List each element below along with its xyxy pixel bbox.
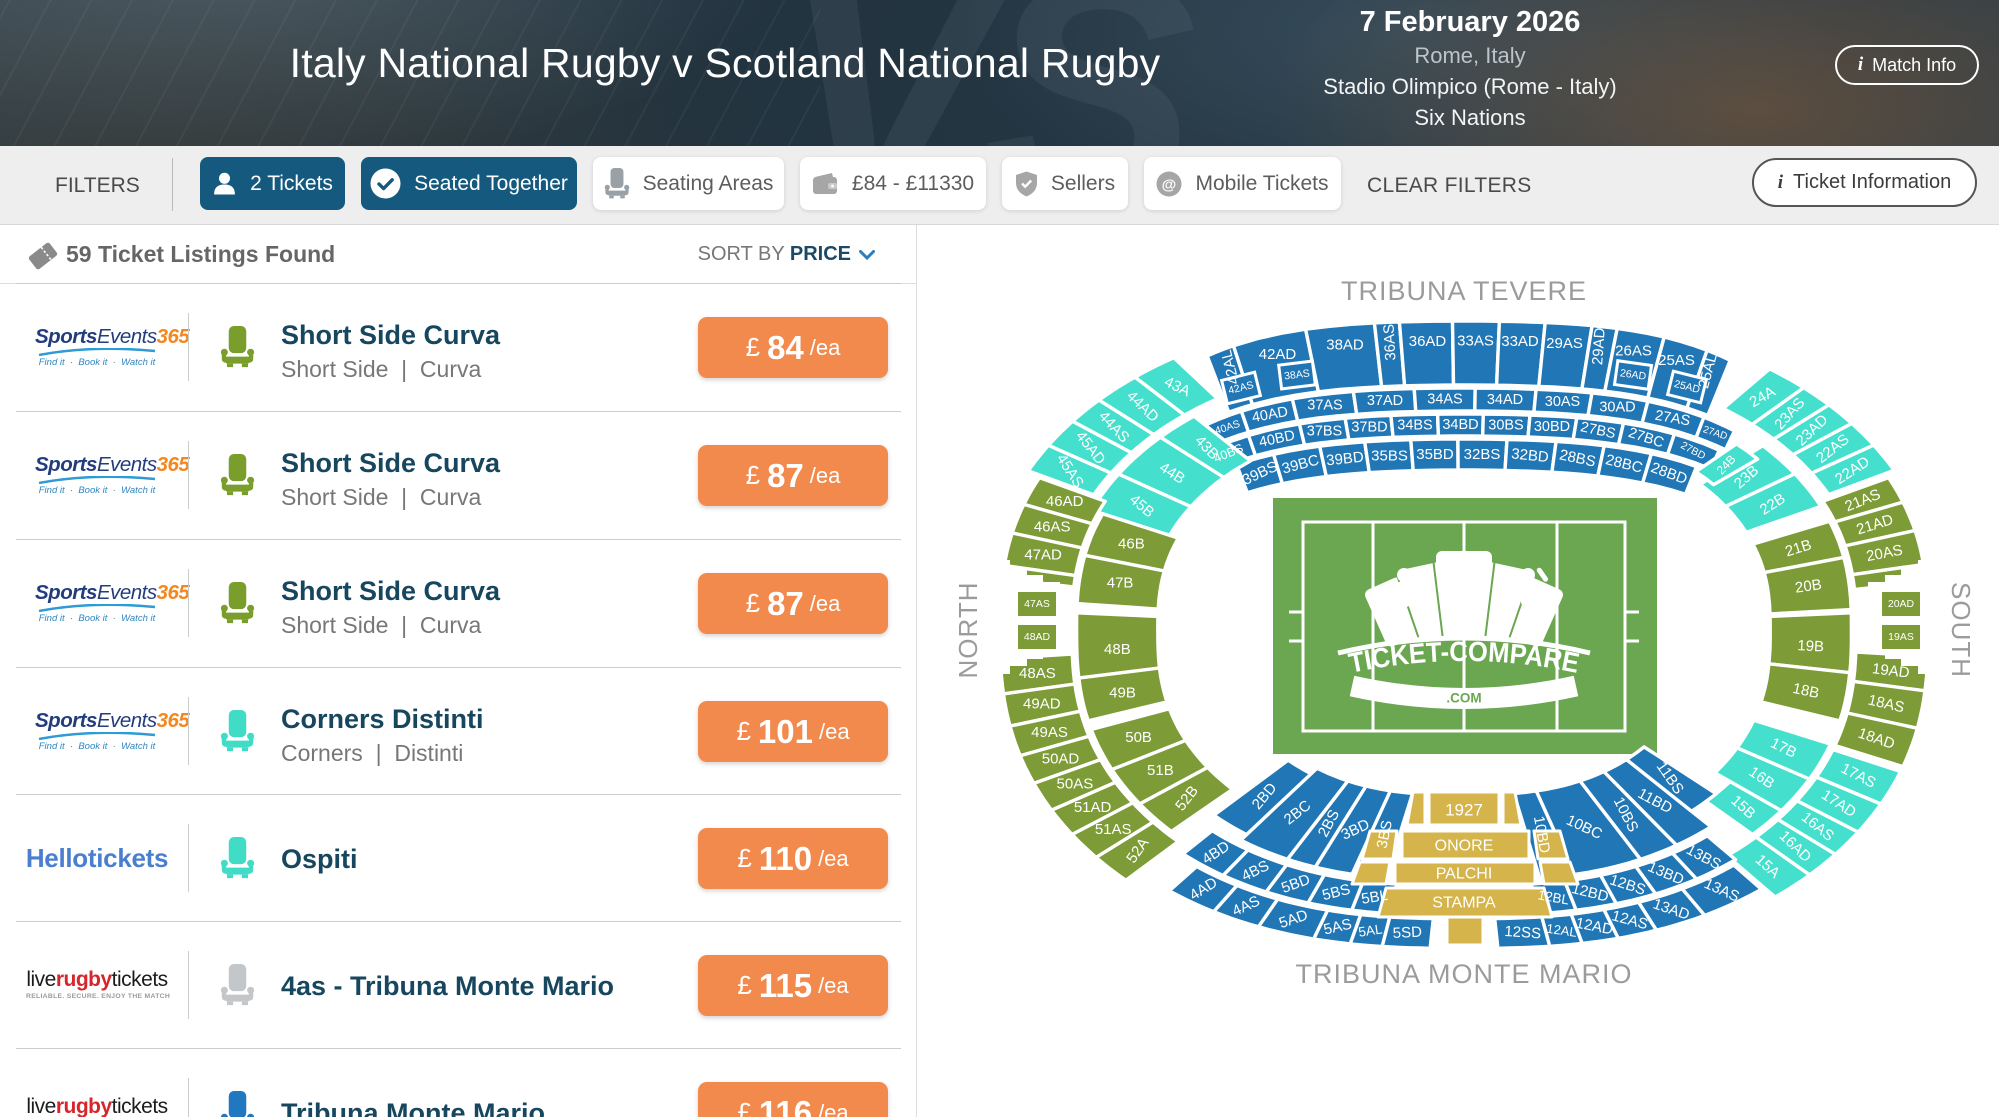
svg-text:19AD: 19AD	[1871, 660, 1910, 681]
svg-text:PALCHI: PALCHI	[1436, 866, 1493, 883]
svg-text:5AS: 5AS	[1322, 916, 1353, 939]
svg-text:33AS: 33AS	[1457, 333, 1494, 350]
svg-text:19AS: 19AS	[1888, 631, 1914, 643]
svg-text:NORTH: NORTH	[953, 582, 983, 679]
svg-text:5BL: 5BL	[1360, 887, 1389, 908]
svg-text:30BS: 30BS	[1488, 417, 1523, 433]
svg-text:37AS: 37AS	[1307, 398, 1342, 414]
svg-text:5SD: 5SD	[1392, 924, 1422, 943]
svg-text:50AD: 50AD	[1042, 751, 1080, 768]
svg-text:48B: 48B	[1104, 641, 1131, 658]
svg-text:27BS: 27BS	[1579, 419, 1617, 442]
svg-text:25AS: 25AS	[1658, 352, 1695, 369]
svg-text:48AS: 48AS	[1019, 665, 1056, 682]
svg-text:1927: 1927	[1445, 801, 1483, 820]
svg-text:34AS: 34AS	[1427, 392, 1462, 408]
svg-text:35BD: 35BD	[1416, 446, 1454, 463]
svg-text:19B: 19B	[1797, 637, 1825, 655]
svg-text:37BD: 37BD	[1351, 420, 1387, 436]
svg-text:30BD: 30BD	[1534, 419, 1570, 435]
svg-text:40AD: 40AD	[1251, 404, 1290, 426]
svg-text:@: @	[1162, 176, 1177, 193]
svg-text:26AS: 26AS	[1615, 343, 1652, 360]
svg-text:TRIBUNA MONTE MARIO: TRIBUNA MONTE MARIO	[1295, 959, 1632, 989]
svg-text:47AD: 47AD	[1024, 547, 1062, 564]
svg-text:36AS: 36AS	[1381, 324, 1400, 362]
svg-text:38AD: 38AD	[1326, 336, 1364, 353]
svg-text:51B: 51B	[1147, 762, 1174, 779]
svg-text:47B: 47B	[1107, 575, 1134, 592]
svg-text:35BS: 35BS	[1371, 448, 1408, 465]
svg-text:10BD: 10BD	[1530, 815, 1553, 855]
svg-text:32BS: 32BS	[1464, 446, 1501, 463]
svg-text:34AD: 34AD	[1487, 392, 1523, 408]
svg-text:30AD: 30AD	[1599, 400, 1635, 416]
svg-text:32BD: 32BD	[1510, 445, 1549, 466]
svg-text:38AS: 38AS	[1284, 367, 1311, 382]
svg-text:33AD: 33AD	[1501, 333, 1539, 350]
svg-text:TRIBUNA TEVERE: TRIBUNA TEVERE	[1341, 276, 1587, 306]
svg-text:29AS: 29AS	[1546, 335, 1583, 352]
svg-text:30AS: 30AS	[1545, 394, 1580, 410]
svg-text:40BD: 40BD	[1258, 428, 1297, 451]
svg-text:46AS: 46AS	[1034, 519, 1071, 536]
svg-text:49AS: 49AS	[1031, 724, 1068, 741]
svg-text:34BS: 34BS	[1397, 418, 1432, 434]
svg-text:3BS: 3BS	[1374, 819, 1397, 850]
svg-text:36AD: 36AD	[1409, 333, 1447, 350]
svg-text:34BD: 34BD	[1442, 417, 1478, 433]
svg-text:50AS: 50AS	[1057, 776, 1094, 793]
svg-text:51AD: 51AD	[1074, 799, 1112, 816]
svg-text:12AD: 12AD	[1574, 915, 1614, 939]
svg-text:46AD: 46AD	[1046, 493, 1084, 510]
svg-text:37AD: 37AD	[1367, 393, 1403, 409]
svg-text:SOUTH: SOUTH	[1946, 582, 1976, 678]
svg-text:29AD: 29AD	[1589, 327, 1609, 366]
svg-text:18B: 18B	[1791, 680, 1821, 702]
svg-text:5AL: 5AL	[1357, 921, 1383, 939]
svg-text:STAMPA: STAMPA	[1432, 895, 1496, 912]
svg-text:42AD: 42AD	[1259, 346, 1297, 363]
svg-text:48AD: 48AD	[1024, 631, 1051, 643]
svg-text:12AL: 12AL	[1546, 921, 1578, 940]
svg-text:47AS: 47AS	[1024, 598, 1050, 610]
svg-text:12BL: 12BL	[1537, 887, 1571, 907]
svg-text:39BD: 39BD	[1325, 449, 1364, 470]
svg-text:20AD: 20AD	[1888, 598, 1915, 610]
svg-text:5BS: 5BS	[1320, 881, 1352, 904]
svg-text:37BS: 37BS	[1307, 423, 1342, 439]
svg-text:ONORE: ONORE	[1435, 838, 1494, 855]
svg-text:49AD: 49AD	[1023, 696, 1061, 713]
svg-text:.COM: .COM	[1446, 691, 1481, 706]
svg-text:26AD: 26AD	[1619, 367, 1647, 383]
svg-text:27AS: 27AS	[1654, 408, 1692, 430]
svg-text:50B: 50B	[1125, 729, 1152, 746]
svg-text:51AS: 51AS	[1095, 821, 1132, 838]
svg-text:20AS: 20AS	[1865, 542, 1904, 566]
svg-text:46B: 46B	[1118, 535, 1145, 552]
svg-text:20B: 20B	[1794, 576, 1823, 597]
svg-text:12SS: 12SS	[1504, 923, 1542, 943]
svg-text:49B: 49B	[1109, 685, 1136, 702]
